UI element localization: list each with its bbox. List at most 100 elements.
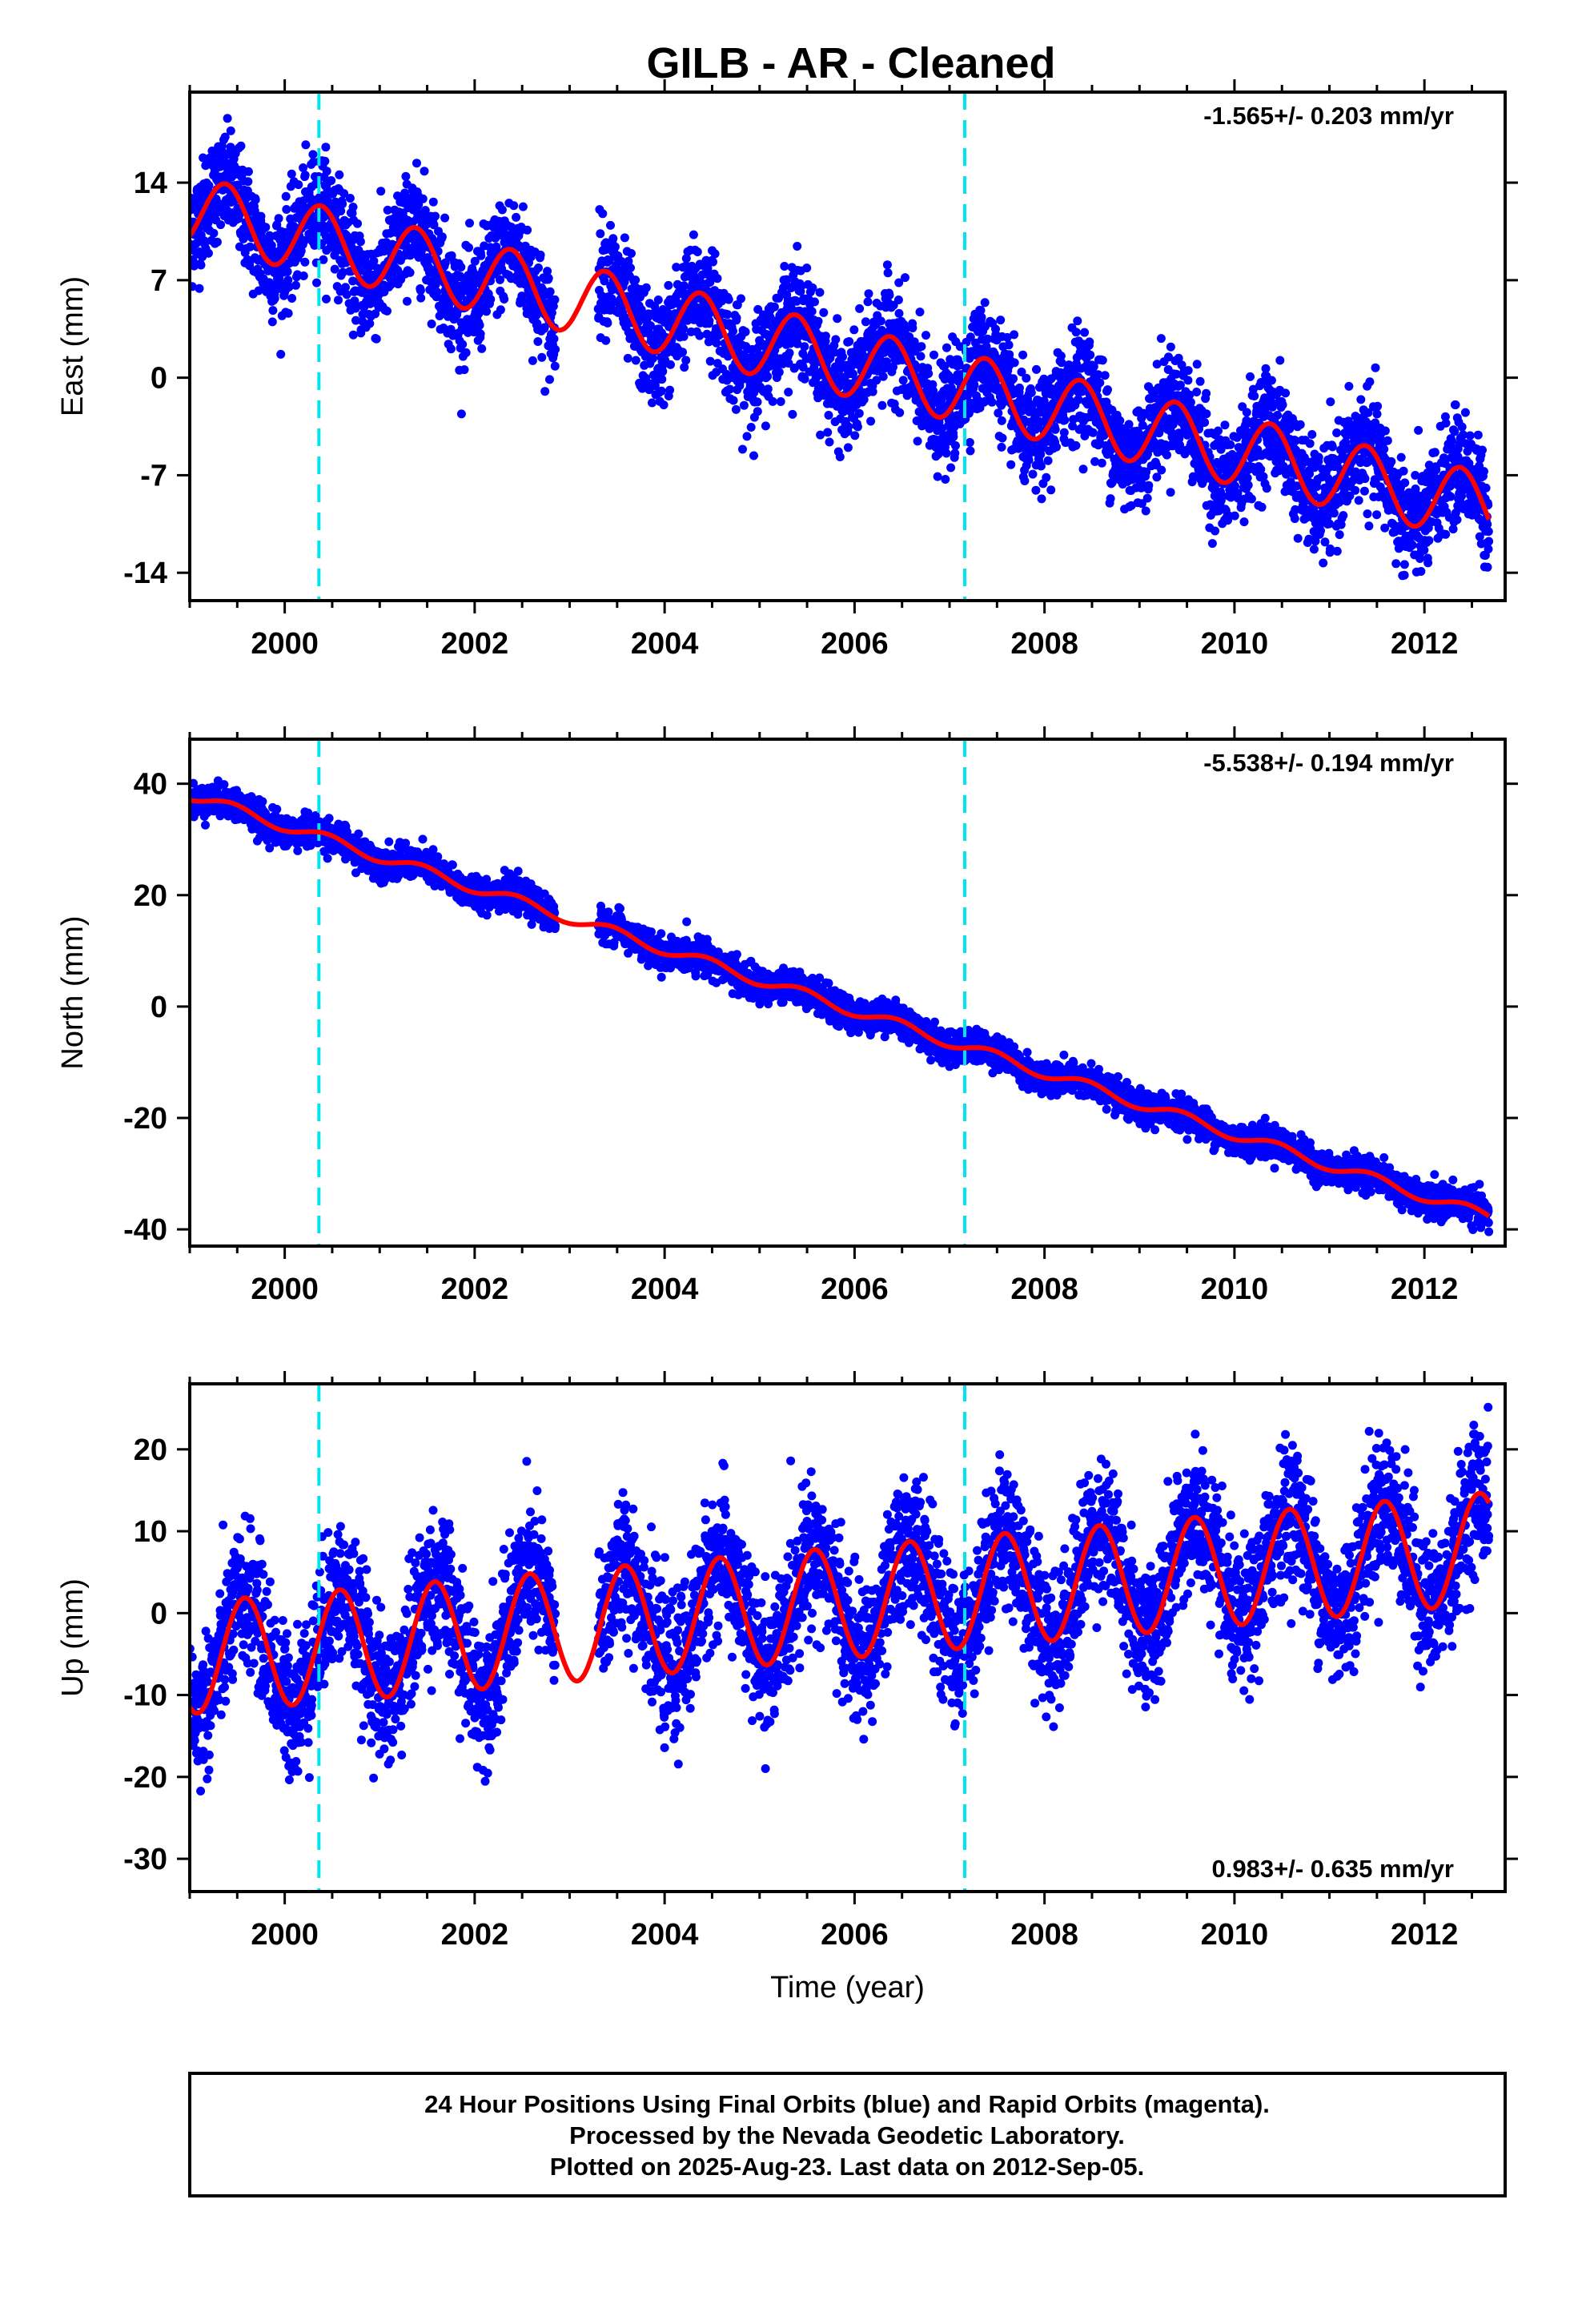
east-point-2577 [855,304,865,313]
east-point-2559 [850,431,860,440]
east-point-4608 [1383,436,1392,445]
east-point-2729 [894,308,904,318]
east-ytick-label: 0 [151,362,167,396]
east-point-3212 [1020,476,1030,485]
east-point-1387 [545,287,555,296]
east-point-4497 [1354,496,1363,505]
east-point-2170 [749,451,758,460]
east-point-437 [299,163,308,172]
east-point-4552 [1368,426,1378,436]
east-point-3663 [1137,499,1146,509]
east-point-3004 [966,332,975,342]
east-point-393 [287,169,296,179]
east-point-4869 [1451,400,1460,409]
east-point-1299 [523,225,532,235]
east-point-1601 [601,336,611,345]
east-point-1046 [456,409,466,419]
east-point-2337 [793,242,802,251]
east-point-2394 [807,307,817,316]
east-point-380 [283,308,293,318]
east-point-2092 [729,396,738,405]
east-point-2832 [921,331,930,340]
east-point-3773 [1166,488,1175,497]
east-point-3475 [1088,428,1098,437]
east-point-4996 [1484,527,1493,537]
east-point-3330 [1050,424,1060,434]
east-point-1688 [624,256,633,266]
east-point-2570 [853,422,862,432]
east-point-2659 [876,316,885,326]
east-point-1755 [641,373,651,383]
east-point-1256 [512,212,521,222]
east-point-4376 [1323,513,1332,522]
east-point-618 [345,194,355,203]
east-point-75 [204,181,214,191]
east-point-3173 [1010,358,1019,368]
east-point-4139 [1261,364,1271,373]
east-point-2074 [724,295,733,304]
east-point-4669 [1399,466,1408,476]
east-point-2938 [949,432,958,441]
east-point-2609 [863,297,873,307]
east-point-837 [403,296,412,306]
east-point-4387 [1326,544,1335,553]
east-point-890 [416,293,426,303]
east-point-2338 [793,339,802,348]
east-point-308 [265,231,275,240]
east-point-2576 [854,408,864,418]
east-point-2365 [800,342,809,352]
east-point-4925 [1465,431,1475,440]
east-point-1842 [664,280,673,290]
east-point-1367 [540,387,550,396]
east-point-4997 [1484,537,1494,546]
east-point-4079 [1246,372,1255,381]
east-point-3494 [1094,370,1102,380]
east-point-1116 [475,320,484,330]
east-point-4921 [1464,459,1474,468]
east-point-2078 [725,384,735,394]
east-point-3364 [1059,428,1069,437]
east-point-898 [418,194,428,203]
east-point-2013 [709,257,717,267]
east-point-3966 [1216,489,1226,498]
east-xtick-label: 2012 [1391,627,1459,661]
east-point-278 [257,235,267,244]
east-point-107 [212,237,222,247]
east-point-736 [376,187,386,196]
east-point-4860 [1448,525,1458,534]
east-point-3409 [1071,440,1081,450]
east-point-3804 [1174,353,1183,363]
east-point-4865 [1450,427,1460,436]
east-point-1064 [461,348,471,357]
east-point-4325 [1309,545,1319,554]
east-point-2216 [761,421,770,431]
east-point-1044 [456,263,466,271]
east-point-383 [284,282,294,292]
east-point-1121 [476,251,486,260]
east-point-146 [223,114,232,123]
east-point-3046 [977,312,986,322]
east-point-2556 [849,325,859,335]
east-point-4767 [1424,536,1434,545]
east-point-2877 [933,472,942,481]
east-point-1008 [447,251,456,260]
east-point-2620 [866,416,876,426]
east-point-2800 [913,436,922,446]
east-point-1340 [533,337,543,346]
east-point-1901 [679,332,689,341]
east-point-4763 [1423,558,1433,568]
east-point-3295 [1042,472,1051,482]
east-point-1715 [631,275,640,285]
east-point-630 [348,330,358,340]
east-point-254 [251,195,260,204]
east-point-4272 [1295,420,1305,429]
east-point-2144 [742,432,752,441]
east-point-2642 [872,376,881,385]
east-point-762 [383,205,392,215]
east-point-1025 [452,280,461,290]
east-point-4459 [1344,381,1354,391]
east-point-2502 [835,452,845,461]
east-point-3442 [1080,328,1090,337]
east-point-3968 [1216,496,1226,505]
east-point-1962 [695,331,705,340]
